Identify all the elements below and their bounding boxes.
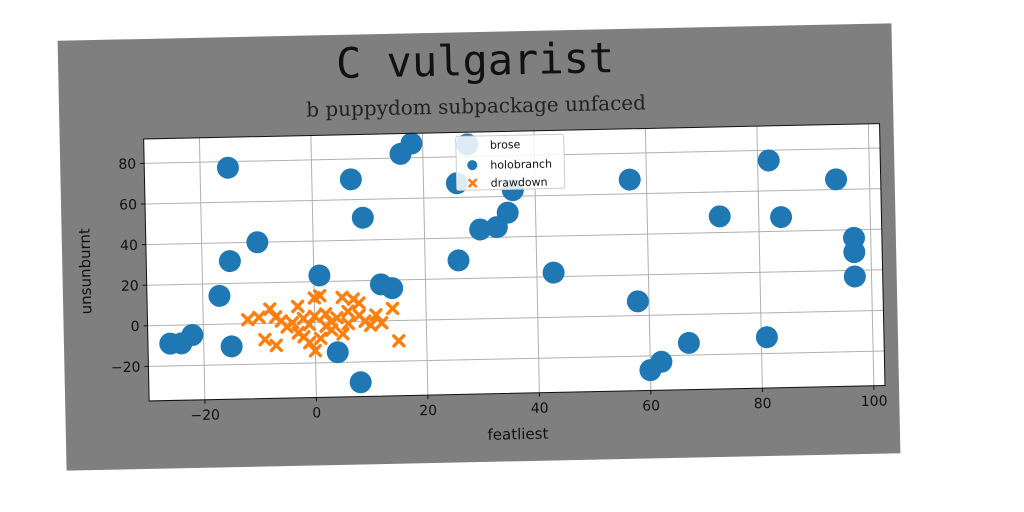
y-tick-label: 40 xyxy=(120,238,138,254)
x-axis-label: featliest xyxy=(487,425,548,444)
x-tick-label: −20 xyxy=(190,407,220,424)
holobranch-point xyxy=(351,206,374,229)
x-grid-line xyxy=(198,137,206,400)
plot-frame xyxy=(143,123,886,402)
holobranch-point xyxy=(216,156,239,179)
drawdown-point xyxy=(297,329,311,344)
drawdown-point xyxy=(363,318,378,333)
drawdown-point xyxy=(302,317,317,332)
holobranch-point xyxy=(618,168,641,191)
y-axis-label: unsunburnt xyxy=(76,228,96,315)
holobranch-point xyxy=(708,205,731,228)
drawdown-point xyxy=(263,302,277,316)
drawdown-point xyxy=(352,296,366,310)
y-tick-label: 80 xyxy=(118,157,136,173)
drawdown-point xyxy=(392,334,406,348)
holobranch-point xyxy=(542,261,565,284)
legend-title: brose xyxy=(490,138,521,152)
holobranch-point xyxy=(308,264,331,287)
holobranch-point xyxy=(381,277,404,300)
x-grid-line xyxy=(421,133,429,396)
holobranch-point xyxy=(843,265,866,288)
holobranch-point xyxy=(447,249,470,272)
drawdown-point xyxy=(330,310,344,325)
chart-figure: C vulgarist b puppydom subpackage unface… xyxy=(57,23,901,471)
holobranch-point xyxy=(626,290,649,313)
drawdown-point xyxy=(308,343,323,358)
y-grid-line xyxy=(148,350,885,367)
legend-holobranch-marker xyxy=(467,160,478,171)
y-tick-label: −20 xyxy=(111,360,141,377)
x-tick-label: 40 xyxy=(531,401,549,417)
drawdown-point xyxy=(341,304,355,319)
holobranch-point xyxy=(757,149,780,172)
holobranch-point xyxy=(770,206,793,229)
drawdown-point xyxy=(307,309,322,324)
y-grid-line xyxy=(146,269,883,286)
plot-area: −20 0 20 40 60 80 100 −20 0 20 40 60 80 featliest un… xyxy=(76,123,888,444)
drawdown-point xyxy=(252,310,266,325)
legend-box xyxy=(455,133,566,191)
x-tick-label: 0 xyxy=(312,405,321,421)
drawdown-point xyxy=(374,316,389,330)
holobranch-point xyxy=(349,371,372,394)
holobranch-point xyxy=(326,341,349,364)
holobranch-point xyxy=(650,350,673,373)
holobranch-point xyxy=(755,326,778,349)
holobranch-point xyxy=(220,335,243,358)
tick-labels: −20 0 20 40 60 80 100 −20 0 20 40 60 80 xyxy=(111,157,888,425)
drawdown-point xyxy=(280,320,294,334)
drawdown-point xyxy=(336,327,350,341)
holobranch-point xyxy=(485,216,508,239)
holobranch-point xyxy=(469,218,492,241)
drawdown-point xyxy=(385,301,400,316)
holobranch-point xyxy=(677,331,700,354)
x-tick-label: 100 xyxy=(861,393,888,410)
x-grid-line xyxy=(644,128,652,391)
drawdown-point xyxy=(313,288,327,303)
holobranch-point xyxy=(400,132,423,155)
holobranch-point xyxy=(208,284,231,307)
legend: brose holobranch drawdown xyxy=(455,133,566,191)
drawdown-point xyxy=(241,312,255,327)
drawdown-point xyxy=(318,307,333,321)
drawdown-point xyxy=(313,331,328,346)
x-tick-label: 20 xyxy=(419,403,437,419)
holobranch-point xyxy=(181,324,204,347)
drawdown-point xyxy=(258,332,272,347)
x-tick-label: 80 xyxy=(754,396,772,412)
holobranch-point xyxy=(843,241,866,264)
drawdown-point xyxy=(335,290,349,305)
holobranch-point xyxy=(339,168,362,191)
holobranch-point xyxy=(159,332,182,355)
y-tick-label: 20 xyxy=(121,278,139,294)
holobranch-point xyxy=(218,250,241,273)
legend-holobranch-label: holobranch xyxy=(490,157,552,171)
legend-drawdown-marker xyxy=(467,178,478,189)
x-tick-label: 60 xyxy=(642,398,660,414)
y-grid-line xyxy=(145,228,882,246)
legend-drawdown-label: drawdown xyxy=(491,176,548,190)
drawdown-point xyxy=(341,316,356,331)
x-grid-line xyxy=(867,123,875,386)
holobranch-point xyxy=(825,168,848,191)
y-tick-label: 60 xyxy=(119,197,137,213)
y-tick-label: 0 xyxy=(131,319,140,335)
drawdown-point xyxy=(369,308,383,322)
drawdown-point xyxy=(290,299,305,314)
drawdown-point xyxy=(269,338,284,353)
drawdown-point xyxy=(324,323,339,337)
holobranch-point xyxy=(246,231,269,254)
